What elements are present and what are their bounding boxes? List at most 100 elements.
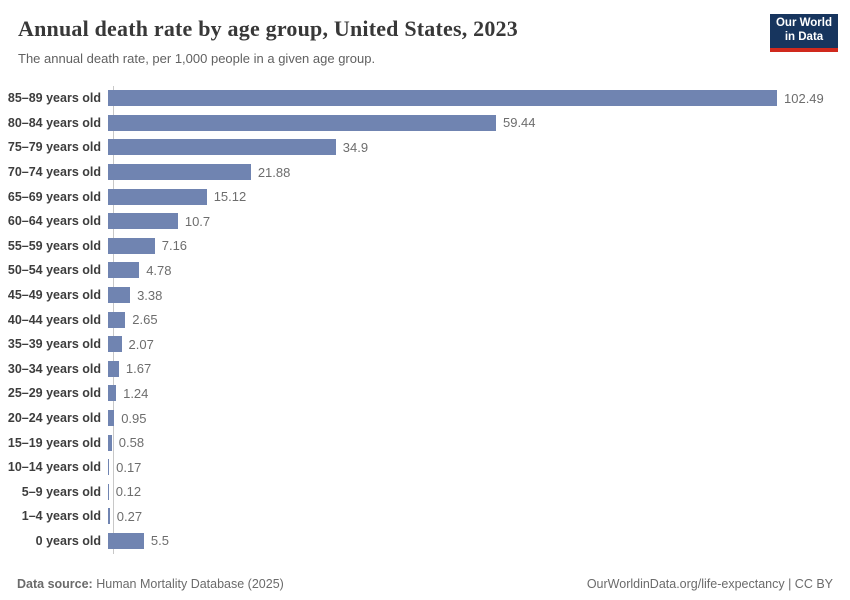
chart-row: 0 years old 5.5 bbox=[17, 529, 833, 554]
category-label-text: 50–54 years old bbox=[7, 263, 101, 278]
value-label: 3.38 bbox=[137, 287, 163, 303]
value-label: 1.24 bbox=[123, 385, 149, 401]
chart-row: 40–44 years old 2.65 bbox=[8, 307, 833, 332]
category-label-text: 30–34 years old bbox=[7, 361, 101, 376]
category-label: 65–69 years old bbox=[8, 190, 107, 204]
page-title: Annual death rate by age group, United S… bbox=[18, 16, 518, 41]
category-label: 60–64 years old bbox=[8, 214, 107, 228]
category-label: 40–44 years old bbox=[8, 313, 107, 327]
category-label-text: 0 years old bbox=[35, 533, 101, 548]
value-label: 34.9 bbox=[342, 139, 369, 155]
bar-area: 1.67 bbox=[108, 357, 833, 382]
category-label: 10–14 years old bbox=[8, 460, 107, 474]
category-label-text: 85–89 years old bbox=[7, 91, 101, 106]
chart-row: 60–64 years old 10.7 bbox=[8, 209, 833, 234]
bar[interactable] bbox=[108, 483, 109, 500]
chart-row: 75–79 years old 34.9 bbox=[8, 135, 833, 160]
bar-area: 34.9 bbox=[108, 135, 833, 160]
category-label: 25–29 years old bbox=[8, 386, 107, 400]
chart-row: 1–4 years old 0.27 bbox=[17, 504, 833, 529]
bar[interactable] bbox=[108, 164, 251, 181]
bar-chart: 85–89 years old 102.49 80–84 years old 59.4… bbox=[8, 86, 833, 554]
bar[interactable] bbox=[108, 459, 110, 476]
value-label: 4.78 bbox=[146, 262, 172, 278]
bar[interactable] bbox=[108, 360, 119, 377]
bar-area: 0.58 bbox=[108, 430, 833, 455]
value-label: 2.65 bbox=[132, 312, 158, 328]
category-label-text: 15–19 years old bbox=[7, 435, 101, 450]
value-label: 7.16 bbox=[161, 238, 188, 254]
category-label-text: 25–29 years old bbox=[7, 386, 101, 401]
bar[interactable] bbox=[108, 311, 126, 328]
bar[interactable] bbox=[108, 434, 112, 451]
bar[interactable] bbox=[108, 262, 140, 279]
category-label: 55–59 years old bbox=[8, 239, 107, 253]
value-label: 1.67 bbox=[125, 361, 152, 377]
category-label: 30–34 years old bbox=[8, 362, 107, 376]
category-label-text: 20–24 years old bbox=[7, 411, 101, 426]
category-label-text: 75–79 years old bbox=[7, 140, 101, 155]
category-label: 85–89 years old bbox=[8, 91, 107, 105]
data-source-label: Data source: bbox=[17, 577, 93, 591]
category-label-text: 35–39 years old bbox=[7, 337, 101, 352]
bar-area: 4.78 bbox=[108, 258, 833, 283]
bar-area: 0.27 bbox=[108, 504, 833, 529]
chart-row: 30–34 years old 1.67 bbox=[8, 357, 833, 382]
bar[interactable] bbox=[108, 287, 131, 304]
category-label: 15–19 years old bbox=[8, 436, 107, 450]
bar-area: 2.07 bbox=[108, 332, 833, 357]
bar-area: 0.17 bbox=[108, 455, 833, 480]
value-label: 2.07 bbox=[128, 336, 154, 352]
bar-area: 102.49 bbox=[108, 86, 833, 111]
value-label: 59.44 bbox=[502, 115, 536, 131]
bar[interactable] bbox=[108, 532, 144, 549]
bar[interactable] bbox=[108, 410, 115, 427]
chart-row: 80–84 years old 59.44 bbox=[8, 111, 833, 136]
chart-row: 70–74 years old 21.88 bbox=[8, 160, 833, 185]
category-label-text: 1–4 years old bbox=[21, 509, 101, 524]
category-label-text: 55–59 years old bbox=[7, 238, 101, 253]
bar[interactable] bbox=[108, 114, 496, 131]
chart-footer: Data source: Human Mortality Database (2… bbox=[17, 577, 833, 591]
category-label-text: 80–84 years old bbox=[7, 115, 101, 130]
chart-row: 25–29 years old 1.24 bbox=[8, 381, 833, 406]
bar-area: 59.44 bbox=[108, 111, 833, 136]
chart-rows: 85–89 years old 102.49 80–84 years old 59.4… bbox=[8, 86, 833, 554]
bar[interactable] bbox=[108, 385, 117, 402]
bar[interactable] bbox=[108, 188, 207, 205]
bar-area: 21.88 bbox=[108, 160, 833, 185]
bar-area: 1.24 bbox=[108, 381, 833, 406]
category-label: 0 years old bbox=[17, 534, 107, 548]
category-label: 70–74 years old bbox=[8, 165, 107, 179]
bar[interactable] bbox=[108, 237, 155, 254]
chart-row: 5–9 years old 0.12 bbox=[17, 480, 833, 505]
bar[interactable] bbox=[108, 213, 178, 230]
bar-area: 10.7 bbox=[108, 209, 833, 234]
chart-row: 20–24 years old 0.95 bbox=[8, 406, 833, 431]
value-label: 102.49 bbox=[784, 90, 824, 106]
value-label: 10.7 bbox=[184, 213, 211, 229]
bar[interactable] bbox=[108, 508, 110, 525]
chart-row: 55–59 years old 7.16 bbox=[8, 234, 833, 259]
owid-url-link[interactable]: OurWorldinData.org/life-expectancy | CC … bbox=[586, 577, 833, 591]
chart-row: 50–54 years old 4.78 bbox=[8, 258, 833, 283]
bar[interactable] bbox=[108, 336, 122, 353]
chart-header: Annual death rate by age group, United S… bbox=[0, 0, 850, 68]
category-label: 45–49 years old bbox=[8, 288, 107, 302]
chart-row: 45–49 years old 3.38 bbox=[8, 283, 833, 308]
value-label: 15.12 bbox=[213, 189, 247, 205]
bar[interactable] bbox=[108, 90, 777, 107]
category-label-text: 70–74 years old bbox=[7, 165, 101, 180]
value-label: 0.12 bbox=[115, 484, 142, 500]
bar[interactable] bbox=[108, 139, 336, 156]
value-label: 5.5 bbox=[150, 533, 169, 549]
bar-area: 15.12 bbox=[108, 184, 833, 209]
chart-row: 10–14 years old 0.17 bbox=[8, 455, 833, 480]
owid-logo-line1: Our World bbox=[775, 17, 832, 30]
value-label: 0.17 bbox=[116, 459, 142, 475]
category-label: 80–84 years old bbox=[8, 116, 107, 130]
value-label: 0.95 bbox=[121, 410, 147, 426]
category-label: 75–79 years old bbox=[8, 140, 107, 154]
category-label-text: 10–14 years old bbox=[7, 460, 101, 475]
category-label: 1–4 years old bbox=[17, 509, 107, 523]
